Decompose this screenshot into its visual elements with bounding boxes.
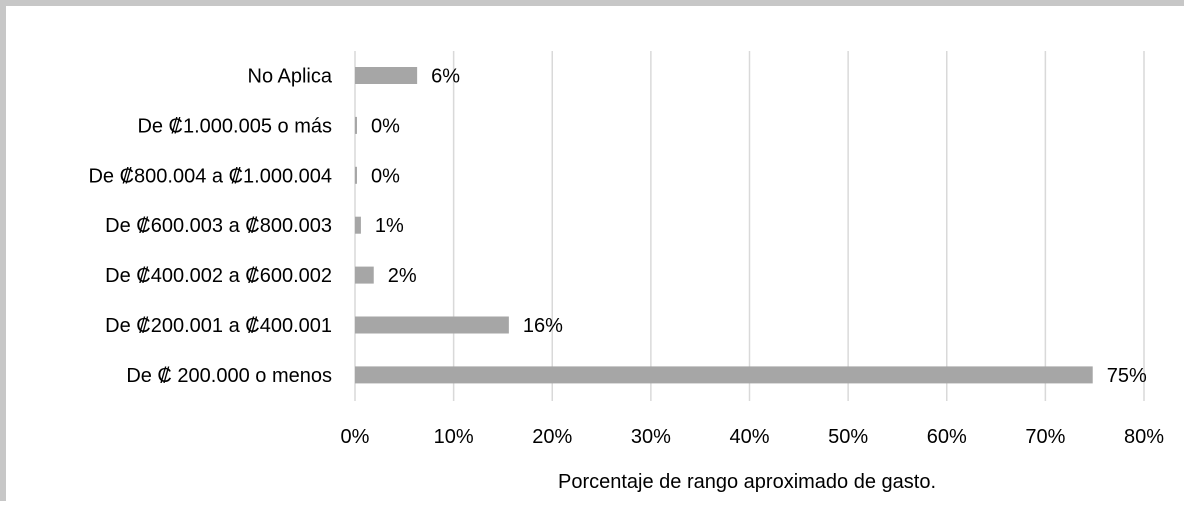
bars — [355, 67, 1093, 384]
bar — [355, 116, 357, 134]
x-axis-title: Porcentaje de rango aproximado de gasto. — [558, 471, 936, 493]
category-label: De ₡ 200.000 o menos — [126, 365, 332, 387]
data-label: 75% — [1107, 365, 1147, 387]
bar — [355, 366, 1093, 384]
x-tick-label: 0% — [341, 426, 370, 448]
bar — [355, 166, 357, 184]
data-labels: 6% 0% 0% 1% 2% 16% 75% — [371, 66, 1147, 387]
bar-chart: No Aplica De ₡1.000.005 o más De ₡800.004 … — [88, 51, 1165, 493]
bar — [355, 67, 418, 84]
category-label: No Aplica — [248, 66, 333, 88]
bar — [355, 216, 361, 234]
x-tick-label: 10% — [434, 426, 474, 448]
bar — [355, 266, 374, 284]
category-label: De ₡200.001 a ₡400.001 — [105, 315, 332, 337]
x-tick-label: 70% — [1025, 426, 1065, 448]
category-label: De ₡400.002 a ₡600.002 — [105, 265, 332, 287]
bar — [355, 316, 509, 334]
x-tick-labels: 0% 10% 20% 30% 40% 50% 60% 70% 80% — [341, 426, 1165, 448]
x-tick-label: 80% — [1124, 426, 1164, 448]
x-tick-label: 20% — [532, 426, 572, 448]
category-labels: No Aplica De ₡1.000.005 o más De ₡800.004 … — [88, 66, 332, 387]
data-label: 0% — [371, 165, 400, 187]
category-label: De ₡600.003 a ₡800.003 — [105, 215, 332, 237]
gridlines — [354, 51, 1145, 401]
data-label: 16% — [523, 315, 563, 337]
x-tick-label: 60% — [927, 426, 967, 448]
category-label: De ₡800.004 a ₡1.000.004 — [88, 165, 332, 187]
data-label: 1% — [375, 215, 404, 237]
data-label: 2% — [388, 265, 417, 287]
data-label: 6% — [431, 66, 460, 88]
x-tick-label: 30% — [631, 426, 671, 448]
x-tick-label: 40% — [729, 426, 769, 448]
data-label: 0% — [371, 115, 400, 137]
x-tick-label: 50% — [828, 426, 868, 448]
category-label: De ₡1.000.005 o más — [137, 115, 332, 137]
